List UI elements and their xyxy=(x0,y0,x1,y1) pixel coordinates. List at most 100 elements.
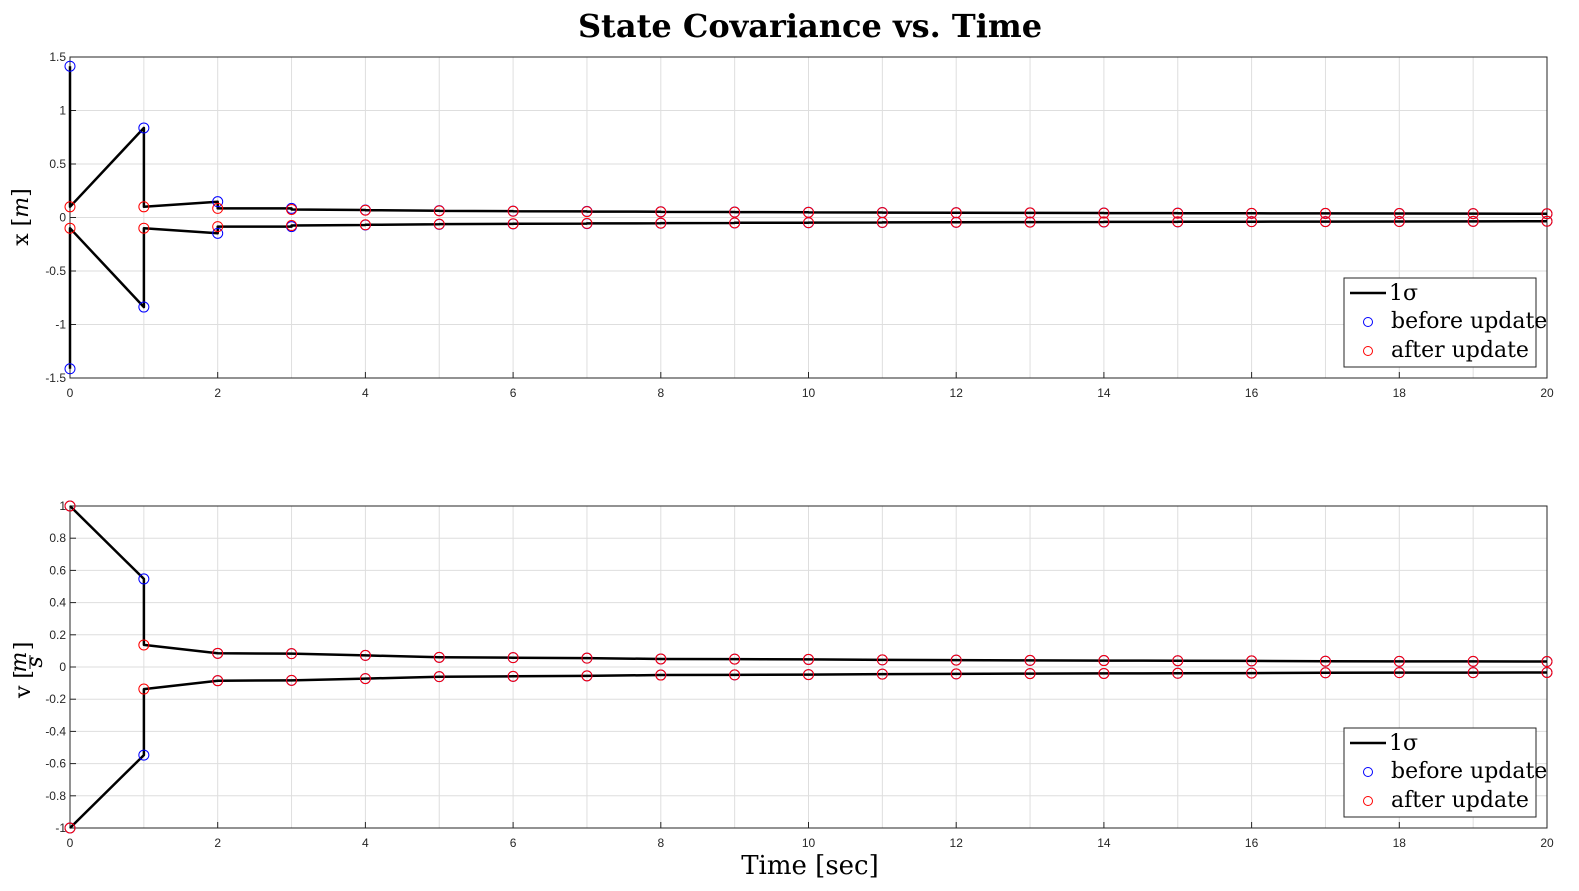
x-tick-label: 16 xyxy=(1245,386,1259,400)
velocity-subplot: 0 2 4 6 8 10 12 14 16 18 20 -1 -0.8 -0.6 -0.4 -0.2 0 0.2 0… xyxy=(45,499,1554,850)
after-update-marker xyxy=(1024,216,1036,228)
y-tick-label: -0.6 xyxy=(45,757,66,771)
after-update-marker xyxy=(286,648,298,660)
before-update-marker xyxy=(212,227,224,239)
y-tick-label: -0.2 xyxy=(45,692,66,706)
after-update-marker xyxy=(655,206,667,218)
after-update-marker xyxy=(876,654,888,666)
y-tick-label: -1 xyxy=(55,821,66,835)
position-ylabel: x [m] xyxy=(9,188,34,245)
after-update-marker xyxy=(1541,666,1553,678)
after-update-marker xyxy=(212,202,224,214)
x-tick-label: 10 xyxy=(802,386,816,400)
after-update-marker xyxy=(1319,667,1331,679)
x-tick-label: 14 xyxy=(1097,836,1111,850)
after-update-marker xyxy=(359,673,371,685)
after-update-marker xyxy=(1467,667,1479,679)
after-update-marker xyxy=(803,653,814,665)
position-subplot: 0 2 4 6 8 10 12 14 16 18 20 -1.5 -1 -0.5 0 0.5 1 1.5 xyxy=(45,50,1554,400)
after-update-marker xyxy=(1541,656,1553,668)
after-update-marker xyxy=(1246,667,1258,679)
sigma-line-upper xyxy=(69,505,1548,663)
after-update-marker xyxy=(138,222,150,234)
after-update-marker xyxy=(655,217,667,229)
x-tick-label: 4 xyxy=(362,836,369,850)
x-tick-label: 18 xyxy=(1393,836,1407,850)
after-update-marker xyxy=(64,222,76,234)
after-update-marker xyxy=(1098,655,1110,667)
after-update-marker xyxy=(1467,215,1479,227)
after-update-marker xyxy=(507,205,519,217)
after-update-marker xyxy=(1467,655,1479,667)
legend-after-marker xyxy=(1363,346,1373,356)
x-tick-label: 4 xyxy=(362,386,369,400)
after-update-marker xyxy=(1541,208,1553,220)
after-update-marker xyxy=(1098,667,1110,679)
after-update-marker xyxy=(1172,667,1184,679)
after-update-marker xyxy=(1541,215,1553,227)
after-update-marker xyxy=(1246,216,1258,228)
position-legend: 1σ before update after update xyxy=(1343,277,1547,368)
x-axis-label: Time [sec] xyxy=(741,851,879,881)
after-update-marker xyxy=(1246,207,1258,219)
after-update-marker xyxy=(950,216,962,228)
after-update-marker xyxy=(64,201,76,213)
velocity-ylabel-prefix: v [ xyxy=(11,670,36,699)
y-tick-label: 0.8 xyxy=(49,531,66,545)
after-update-marker xyxy=(507,670,519,682)
velocity-ylabel-den: s xyxy=(23,656,48,667)
after-update-marker xyxy=(433,671,445,683)
after-update-marker xyxy=(212,675,224,687)
x-tick-label: 8 xyxy=(657,836,664,850)
after-update-marker xyxy=(359,649,371,661)
legend-line-label: 1σ xyxy=(1389,731,1418,756)
legend-line-label: 1σ xyxy=(1389,281,1418,306)
after-update-marker xyxy=(950,654,962,666)
y-tick-label: 1.5 xyxy=(49,50,66,64)
before-update-marker xyxy=(212,196,224,208)
after-update-marker xyxy=(1393,208,1405,220)
after-update-marker xyxy=(1393,655,1405,667)
position-ylabel-close: ] xyxy=(9,188,34,197)
legend-after-label: after update xyxy=(1391,338,1529,363)
x-tick-label: 8 xyxy=(657,386,664,400)
after-update-marker xyxy=(286,203,298,215)
velocity-ylabel-num: m xyxy=(7,652,32,673)
x-tick-label: 20 xyxy=(1540,836,1554,850)
y-tick-label: 0 xyxy=(59,211,66,225)
after-update-marker xyxy=(729,217,741,229)
before-update-marker xyxy=(64,60,76,72)
legend-before-marker xyxy=(1363,767,1373,777)
after-update-marker xyxy=(1024,668,1036,680)
after-update-marker xyxy=(655,669,667,681)
x-tick-label: 2 xyxy=(214,836,221,850)
x-tick-label: 18 xyxy=(1393,386,1407,400)
after-update-marker xyxy=(1098,207,1110,219)
after-update-marker xyxy=(1393,215,1405,227)
velocity-ylabel-close: ] xyxy=(11,642,36,651)
y-tick-label: -1.5 xyxy=(45,371,66,385)
y-tick-label: -0.4 xyxy=(45,724,66,738)
after-update-marker xyxy=(64,822,76,834)
after-update-marker xyxy=(212,221,224,233)
sigma-line-lower xyxy=(68,219,1548,369)
y-tick-label: -0.8 xyxy=(45,789,66,803)
after-update-marker xyxy=(212,647,224,659)
after-update-marker xyxy=(1024,654,1036,666)
after-update-marker xyxy=(286,220,298,232)
after-update-marker xyxy=(138,201,150,213)
before-update-marker xyxy=(138,573,150,585)
y-tick-label: 1 xyxy=(59,499,66,513)
chart-title: State Covariance vs. Time xyxy=(578,7,1042,45)
x-tick-label: 6 xyxy=(510,836,517,850)
after-update-marker xyxy=(876,216,888,228)
legend-after-label: after update xyxy=(1391,788,1529,813)
sigma-line-lower xyxy=(69,671,1548,829)
after-update-marker xyxy=(1319,216,1331,228)
x-tick-label: 0 xyxy=(67,386,74,400)
after-update-marker xyxy=(433,651,445,663)
after-update-marker xyxy=(729,653,741,665)
x-tick-label: 12 xyxy=(950,836,964,850)
